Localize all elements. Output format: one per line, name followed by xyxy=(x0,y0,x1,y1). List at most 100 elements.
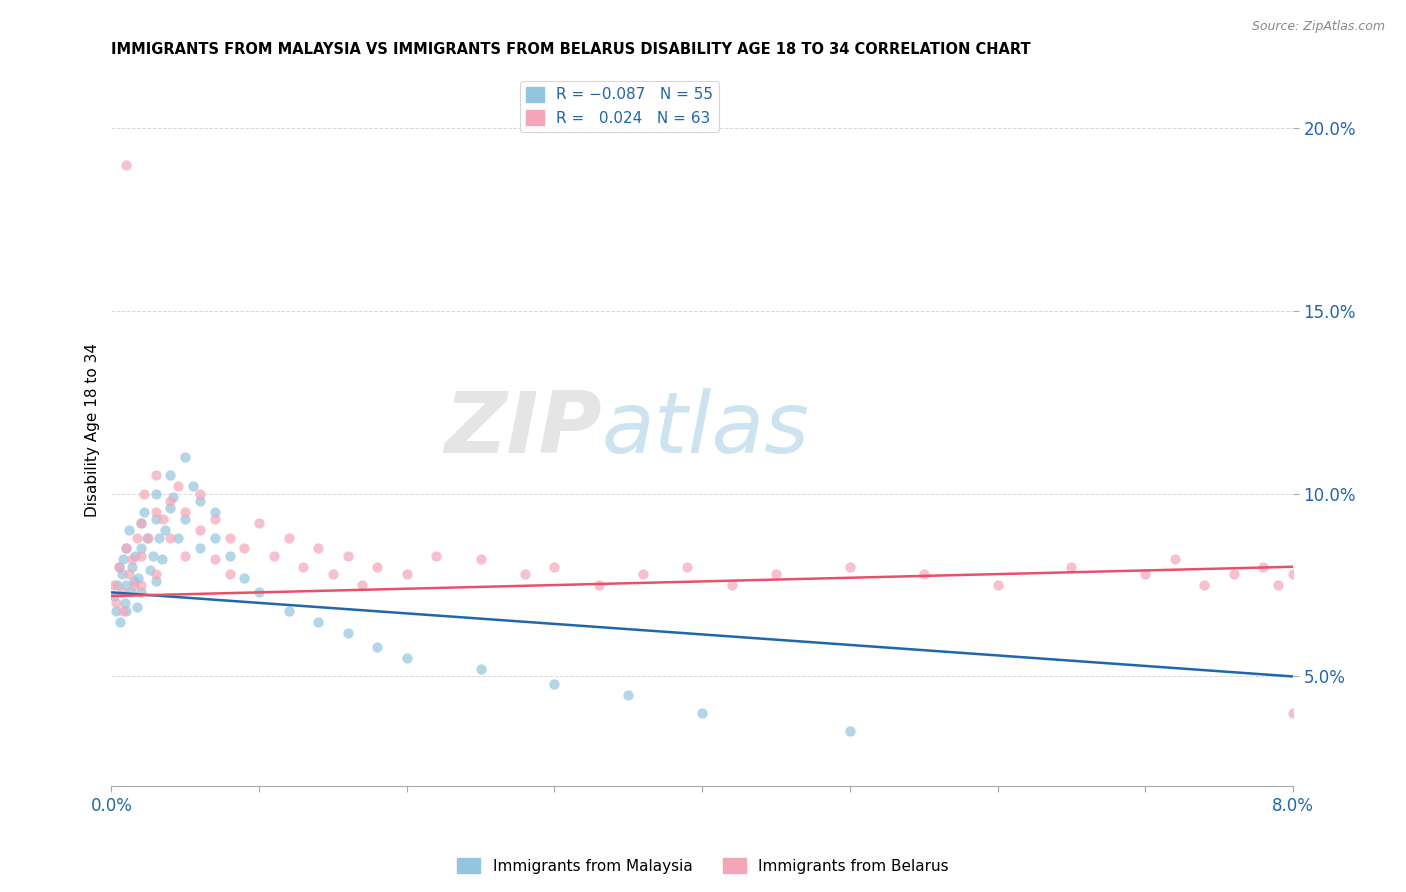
Point xyxy=(204,512,226,526)
Text: Source: ZipAtlas.com: Source: ZipAtlas.com xyxy=(1251,20,1385,33)
Point xyxy=(112,604,135,618)
Point xyxy=(138,531,160,545)
Point xyxy=(107,559,129,574)
Point xyxy=(218,531,240,545)
Point xyxy=(125,531,148,545)
Point xyxy=(115,541,138,556)
Point xyxy=(543,677,565,691)
Point xyxy=(174,549,197,563)
Point xyxy=(322,567,344,582)
Point xyxy=(103,578,125,592)
Point xyxy=(676,559,699,574)
Point xyxy=(1164,552,1187,566)
Point xyxy=(1135,567,1157,582)
Point xyxy=(233,571,256,585)
Point xyxy=(150,552,173,566)
Point xyxy=(167,479,190,493)
Point xyxy=(148,531,170,545)
Point xyxy=(120,585,142,599)
Point xyxy=(110,615,132,629)
Point xyxy=(115,541,138,556)
Legend: R = −0.087   N = 55, R =   0.024   N = 63: R = −0.087 N = 55, R = 0.024 N = 63 xyxy=(520,81,720,132)
Point xyxy=(188,541,211,556)
Point xyxy=(139,563,162,577)
Point xyxy=(1194,578,1216,592)
Point xyxy=(513,567,536,582)
Point xyxy=(1223,567,1246,582)
Point xyxy=(292,559,315,574)
Point xyxy=(174,450,197,464)
Point xyxy=(129,516,152,530)
Point xyxy=(129,549,152,563)
Point xyxy=(129,516,152,530)
Point xyxy=(366,559,388,574)
Point xyxy=(218,567,240,582)
Point xyxy=(112,552,135,566)
Point xyxy=(111,567,134,582)
Point xyxy=(145,512,167,526)
Point xyxy=(111,585,134,599)
Point xyxy=(188,523,211,537)
Point xyxy=(352,578,374,592)
Y-axis label: Disability Age 18 to 34: Disability Age 18 to 34 xyxy=(86,343,100,516)
Point xyxy=(145,567,167,582)
Point xyxy=(470,552,492,566)
Point xyxy=(145,486,167,500)
Text: IMMIGRANTS FROM MALAYSIA VS IMMIGRANTS FROM BELARUS DISABILITY AGE 18 TO 34 CORR: IMMIGRANTS FROM MALAYSIA VS IMMIGRANTS F… xyxy=(111,42,1031,57)
Point xyxy=(1060,559,1083,574)
Point xyxy=(204,505,226,519)
Point xyxy=(121,552,143,566)
Point xyxy=(142,549,165,563)
Point xyxy=(124,549,146,563)
Point xyxy=(912,567,935,582)
Point xyxy=(247,516,270,530)
Point xyxy=(188,494,211,508)
Point xyxy=(838,559,860,574)
Point xyxy=(588,578,610,592)
Point xyxy=(118,567,141,582)
Point xyxy=(690,706,713,720)
Point xyxy=(145,574,167,589)
Point xyxy=(174,505,197,519)
Point xyxy=(1267,578,1289,592)
Point xyxy=(204,531,226,545)
Point xyxy=(1253,559,1275,574)
Point xyxy=(118,523,141,537)
Point xyxy=(986,578,1008,592)
Point xyxy=(129,541,152,556)
Point xyxy=(132,486,155,500)
Point xyxy=(122,578,145,592)
Point xyxy=(366,640,388,655)
Point xyxy=(153,523,176,537)
Point xyxy=(277,604,299,618)
Point xyxy=(617,688,640,702)
Point xyxy=(145,468,167,483)
Text: atlas: atlas xyxy=(602,388,810,471)
Point xyxy=(167,531,190,545)
Point xyxy=(103,589,125,603)
Point xyxy=(631,567,654,582)
Point xyxy=(132,505,155,519)
Point xyxy=(543,559,565,574)
Point xyxy=(1282,706,1305,720)
Point xyxy=(336,625,359,640)
Point xyxy=(159,501,181,516)
Point xyxy=(159,494,181,508)
Text: ZIP: ZIP xyxy=(444,388,602,471)
Point xyxy=(838,724,860,739)
Point xyxy=(114,596,136,610)
Point xyxy=(425,549,447,563)
Point xyxy=(115,158,138,172)
Point xyxy=(181,479,204,493)
Point xyxy=(129,578,152,592)
Point xyxy=(263,549,285,563)
Point xyxy=(765,567,787,582)
Point xyxy=(307,541,329,556)
Point xyxy=(104,596,127,610)
Point xyxy=(395,651,418,665)
Point xyxy=(152,512,174,526)
Point xyxy=(204,552,226,566)
Point xyxy=(307,615,329,629)
Point xyxy=(159,468,181,483)
Point xyxy=(188,486,211,500)
